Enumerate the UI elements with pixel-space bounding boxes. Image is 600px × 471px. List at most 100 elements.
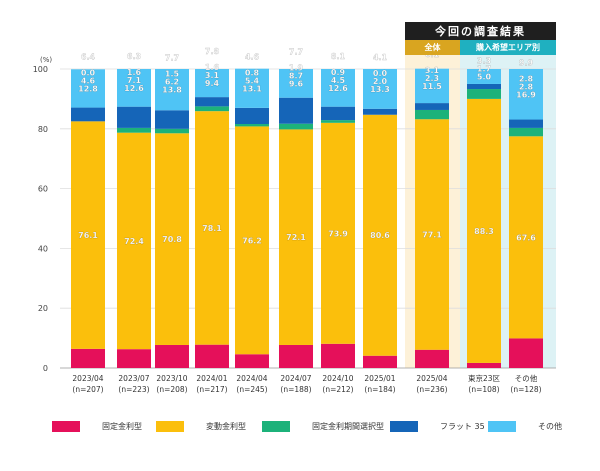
value-label: 7.8 bbox=[205, 47, 220, 56]
x-tick-label: 2025/04 bbox=[416, 374, 447, 383]
value-label: 72.1 bbox=[286, 233, 306, 242]
bar-segment bbox=[509, 136, 543, 339]
value-label: 1.5 bbox=[165, 70, 180, 79]
legend-swatch bbox=[156, 420, 184, 432]
bar-segment bbox=[155, 128, 189, 134]
x-tick-label: 2023/07 bbox=[118, 374, 149, 383]
legend-label: 変動金利型 bbox=[206, 421, 246, 431]
value-label: 12.8 bbox=[78, 84, 98, 93]
value-label: 4.6 bbox=[245, 52, 260, 61]
bar-segment bbox=[509, 127, 543, 137]
legend-label: 固定金利期間選択型 bbox=[312, 421, 384, 431]
legend-swatch bbox=[488, 420, 516, 432]
y-tick-label: 20 bbox=[38, 304, 48, 313]
value-label: 77.1 bbox=[422, 230, 442, 239]
legend-swatch bbox=[52, 420, 80, 432]
value-label: 2.0 bbox=[373, 77, 388, 86]
value-label: 13.1 bbox=[242, 84, 262, 93]
bar-segment bbox=[509, 338, 543, 368]
bar-segment bbox=[467, 83, 501, 90]
bar-segment bbox=[279, 97, 313, 124]
x-tick-label: 2024/01 bbox=[196, 374, 227, 383]
value-label: 0.0 bbox=[81, 68, 96, 77]
x-tick-sublabel: (n=184) bbox=[364, 385, 395, 394]
value-label: 1.9 bbox=[289, 63, 304, 72]
value-label: 7.7 bbox=[289, 47, 303, 56]
x-tick-label: 2024/04 bbox=[236, 374, 267, 383]
bar-segment bbox=[71, 121, 105, 349]
y-tick-label: 60 bbox=[38, 185, 48, 194]
value-label: 78.1 bbox=[202, 224, 222, 233]
bar-segment bbox=[71, 348, 105, 368]
value-label: 12.6 bbox=[124, 84, 144, 93]
bar-segment bbox=[509, 69, 543, 120]
bar-segment bbox=[71, 107, 105, 122]
bar-segment bbox=[415, 119, 449, 350]
value-label: 5.0 bbox=[477, 72, 492, 81]
x-tick-sublabel: (n=108) bbox=[468, 385, 499, 394]
bar-segment bbox=[195, 97, 229, 107]
x-tick-sublabel: (n=208) bbox=[156, 385, 187, 394]
legend-label: 固定金利型 bbox=[102, 421, 142, 431]
value-label: 88.3 bbox=[474, 227, 494, 236]
bar-segment bbox=[415, 68, 449, 104]
bar-segments bbox=[71, 68, 543, 368]
value-label: 72.4 bbox=[124, 237, 144, 246]
value-label: 1.6 bbox=[205, 63, 220, 72]
bar-segment bbox=[155, 133, 189, 345]
bar-segment bbox=[195, 344, 229, 368]
value-label: 7.1 bbox=[127, 76, 142, 85]
value-label: 8.7 bbox=[289, 71, 303, 80]
x-tick-label: 2025/01 bbox=[364, 374, 395, 383]
x-axis-labels: 2023/04 (n=207) 2023/07 (n=223) 2023/10 (n=20… bbox=[72, 373, 541, 394]
x-tick-label: 2023/04 bbox=[72, 374, 103, 383]
x-tick-label: その他 bbox=[515, 373, 538, 383]
value-label: 2.8 bbox=[519, 82, 534, 91]
bar-segment bbox=[321, 122, 355, 344]
value-label: 0.8 bbox=[245, 68, 260, 77]
bar-segment bbox=[509, 119, 543, 128]
bar-segment bbox=[415, 103, 449, 110]
bar-segment bbox=[155, 110, 189, 129]
bar-segment bbox=[195, 111, 229, 345]
x-tick-sublabel: (n=223) bbox=[118, 385, 149, 394]
bar-segment bbox=[363, 114, 397, 356]
y-tick-label: 100 bbox=[33, 65, 48, 74]
value-label: 5.4 bbox=[245, 76, 260, 85]
value-label: 13.3 bbox=[370, 85, 390, 94]
x-tick-sublabel: (n=217) bbox=[196, 385, 227, 394]
value-label: 73.9 bbox=[328, 229, 348, 238]
value-label: 3.1 bbox=[425, 66, 440, 75]
legend-item-flat35: フラット 35 bbox=[390, 420, 485, 432]
value-labels: 6.476.10.04.612.86.372.41.67.112.67.770.… bbox=[78, 40, 537, 246]
y-tick-label: 0 bbox=[43, 364, 48, 373]
bar-segment bbox=[195, 106, 229, 112]
value-label: 70.8 bbox=[162, 235, 182, 244]
bar-segment bbox=[117, 106, 151, 128]
x-tick-label: 2024/10 bbox=[322, 374, 353, 383]
bar-segment bbox=[363, 69, 397, 109]
value-label: 3.1 bbox=[205, 71, 220, 80]
bar-segment bbox=[235, 124, 269, 127]
x-tick-sublabel: (n=188) bbox=[280, 385, 311, 394]
x-tick-sublabel: (n=212) bbox=[322, 385, 353, 394]
value-label: 0.9 bbox=[331, 68, 346, 77]
bar-segment bbox=[467, 362, 501, 368]
value-label: 76.2 bbox=[242, 236, 262, 245]
bar-segment bbox=[117, 69, 151, 107]
y-tick-label: 40 bbox=[38, 244, 48, 253]
x-tick-label: 2023/10 bbox=[156, 374, 187, 383]
value-label: 4.5 bbox=[331, 76, 346, 85]
bar-segment bbox=[415, 349, 449, 368]
overall-header: 全体 bbox=[405, 40, 460, 55]
y-axis-ticks: 0 20 40 60 80 100 bbox=[33, 65, 48, 373]
bar-segment bbox=[321, 343, 355, 368]
x-tick-sublabel: (n=236) bbox=[416, 385, 447, 394]
area-header: 購入希望エリア別 bbox=[460, 40, 556, 55]
bar-segment bbox=[235, 354, 269, 368]
x-tick-label: 2024/07 bbox=[280, 374, 311, 383]
value-label: 9.6 bbox=[289, 79, 304, 88]
bar-segment bbox=[321, 106, 355, 121]
bar-segment bbox=[321, 120, 355, 123]
